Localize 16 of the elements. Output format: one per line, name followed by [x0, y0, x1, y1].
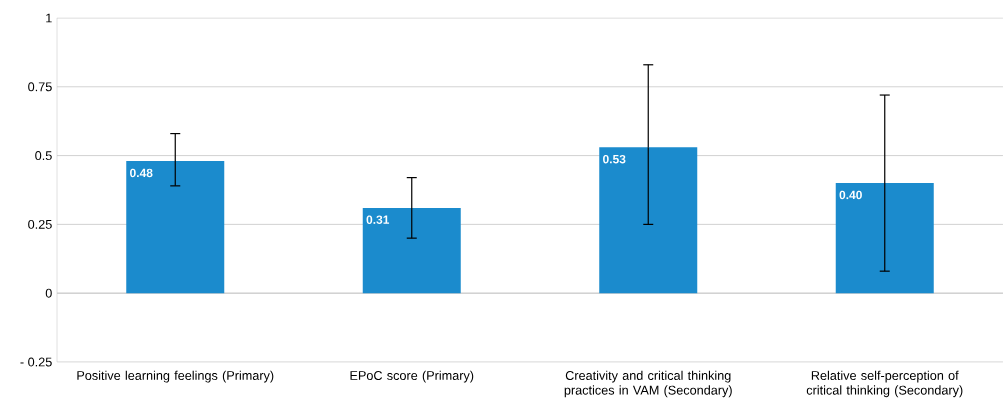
bar	[126, 161, 225, 294]
bar	[362, 207, 461, 294]
x-tick-label: Relative self-perception of critical thinking (Secondary)	[806, 370, 963, 398]
y-tick-label: 0	[45, 288, 52, 298]
x-tick-label: Creativity and critical thinking practices in VAM (Secondary)	[564, 370, 732, 398]
data-label: 0.53	[603, 154, 626, 164]
y-tick-label: 0.5	[35, 151, 52, 161]
data-label: 0.40	[839, 190, 862, 200]
data-label: 0.48	[130, 168, 153, 178]
x-tick-label: EPoC score (Primary)	[350, 370, 474, 383]
y-tick-label: 1	[46, 13, 52, 23]
y-tick-label: 0.25	[28, 219, 52, 229]
y-tick-label: - 0.25	[20, 357, 52, 367]
data-label: 0.31	[366, 215, 390, 224]
x-tick-label: Positive learning feelings (Primary)	[77, 370, 274, 383]
y-tick-label: 0.75	[28, 82, 52, 92]
